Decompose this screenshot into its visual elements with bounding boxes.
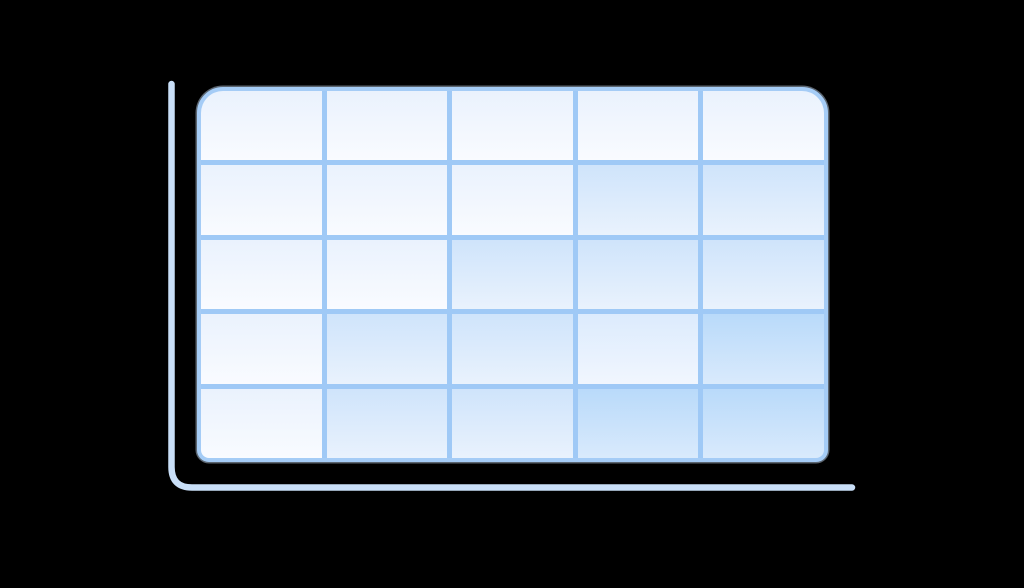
heatmap-cell <box>703 388 824 458</box>
heatmap-cell <box>201 388 322 458</box>
heatmap-cell <box>452 239 573 310</box>
heatmap-cell <box>326 165 448 235</box>
heatmap-cell <box>577 388 699 458</box>
heatmap-cell <box>577 239 699 310</box>
heatmap-cell <box>326 91 448 161</box>
heatmap-cell <box>201 91 322 161</box>
heatmap-cell <box>577 314 699 384</box>
heatmap-cell <box>326 388 448 458</box>
heatmap-grid <box>197 87 828 462</box>
heatmap-cell <box>577 91 699 161</box>
xy-axis-path <box>168 80 856 491</box>
heatmap-cell <box>452 388 573 458</box>
heatmap-cell <box>201 314 322 384</box>
heatmap-cell <box>326 314 448 384</box>
heatmap-cell <box>703 314 824 384</box>
heatmap-cell <box>703 165 824 235</box>
heatmap-cell <box>452 91 573 161</box>
heatmap-cell <box>703 239 824 310</box>
heatmap-cell <box>703 91 824 161</box>
heatmap-cell <box>452 165 573 235</box>
heatmap-cell <box>452 314 573 384</box>
heatmap-cell <box>326 239 448 310</box>
heatmap-cell <box>201 165 322 235</box>
heatmap-cell <box>577 165 699 235</box>
heatmap-cell <box>201 239 322 310</box>
